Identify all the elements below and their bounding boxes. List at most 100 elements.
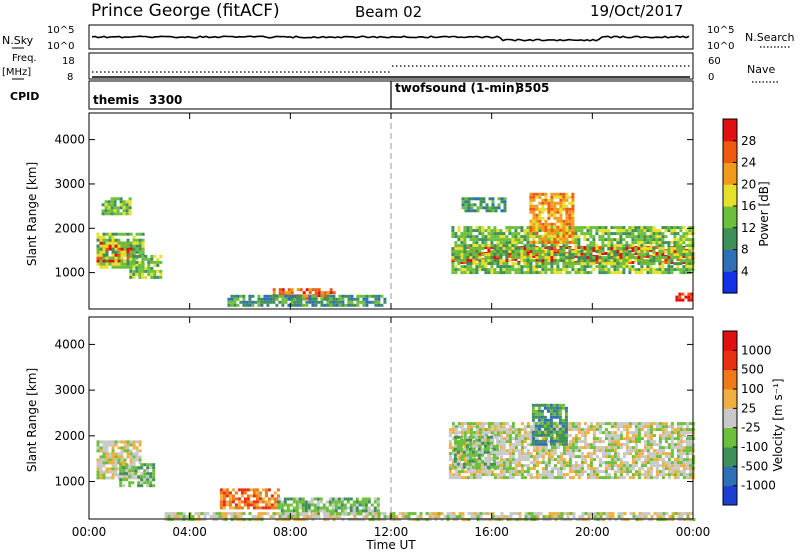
velocity-cell	[580, 428, 584, 432]
velocity-cell	[544, 473, 548, 477]
velocity-cell	[549, 409, 553, 413]
power-cell	[323, 297, 327, 301]
velocity-cell	[486, 438, 490, 442]
power-cell	[574, 255, 578, 258]
velocity-cell	[622, 467, 626, 471]
power-cell	[658, 262, 662, 266]
power-cell	[601, 252, 605, 255]
velocity-cell	[490, 434, 494, 438]
power-cell	[138, 272, 142, 276]
power-cell	[684, 295, 688, 299]
power-cell	[532, 253, 536, 257]
velocity-cell	[502, 470, 506, 474]
power-cell	[571, 216, 575, 220]
velocity-cell	[267, 497, 271, 501]
power-cell	[463, 265, 467, 269]
velocity-cell	[451, 422, 455, 426]
power-cell	[679, 241, 683, 245]
power-cell	[547, 216, 551, 220]
power-cell	[123, 253, 127, 257]
velocity-cell	[505, 452, 509, 456]
power-cell	[499, 232, 503, 236]
velocity-cell	[523, 476, 527, 480]
power-cell	[260, 300, 264, 304]
velocity-cell	[377, 515, 381, 519]
velocity-cell	[261, 488, 265, 492]
velocity-cell	[493, 476, 497, 480]
power-cell	[562, 237, 566, 241]
power-cell	[147, 266, 151, 270]
velocity-colorbar-tick-label: -1000	[741, 479, 776, 493]
power-cell	[526, 249, 530, 252]
power-cell	[129, 244, 133, 248]
velocity-cell	[611, 512, 615, 516]
velocity-cell	[676, 452, 680, 456]
velocity-cell	[649, 476, 653, 480]
velocity-cell	[637, 434, 641, 438]
power-cell	[123, 250, 127, 254]
velocity-cell	[544, 431, 548, 435]
power-cell	[99, 256, 103, 260]
velocity-cell	[577, 467, 581, 471]
velocity-cell	[549, 427, 553, 431]
velocity-cell	[502, 443, 506, 447]
velocity-cell	[646, 461, 650, 465]
date-label: 19/Oct/2017	[590, 2, 683, 20]
velocity-cell	[564, 424, 568, 428]
velocity-cell	[517, 443, 521, 447]
power-cell	[135, 266, 139, 270]
velocity-cell	[454, 473, 458, 477]
power-cell	[637, 246, 641, 249]
power-cell	[553, 256, 557, 260]
velocity-cell	[481, 428, 485, 432]
velocity-cell	[637, 452, 641, 456]
power-cell	[613, 259, 617, 263]
power-cell	[287, 297, 291, 301]
power-cell	[105, 265, 109, 269]
power-cell	[592, 238, 596, 242]
power-cell	[550, 250, 554, 254]
velocity-cell	[340, 497, 344, 501]
power-cell	[380, 303, 384, 307]
velocity-cell	[314, 512, 318, 516]
velocity-cell	[467, 518, 471, 522]
power-cell	[520, 265, 524, 269]
power-cell	[281, 288, 285, 292]
velocity-cell	[676, 464, 680, 468]
velocity-cell	[301, 503, 305, 507]
velocity-cell	[252, 500, 256, 504]
velocity-cell	[546, 403, 550, 407]
power-cell	[571, 262, 575, 266]
x-tick-label: 00:00	[676, 525, 711, 539]
velocity-cell	[120, 458, 124, 462]
velocity-cell	[96, 449, 100, 453]
velocity-cell	[437, 512, 441, 516]
velocity-cell	[595, 446, 599, 450]
power-cell	[574, 271, 578, 275]
velocity-cell	[496, 461, 500, 465]
velocity-cell	[601, 476, 605, 480]
velocity-cell	[373, 506, 377, 510]
velocity-cell	[688, 473, 692, 477]
velocity-cell	[280, 506, 284, 510]
velocity-cell	[152, 475, 156, 479]
power-cell	[604, 256, 608, 260]
velocity-cell	[478, 476, 482, 480]
power-cell	[616, 249, 620, 252]
power-cell	[233, 297, 237, 301]
velocity-cell	[459, 435, 463, 439]
velocity-cell	[547, 473, 551, 477]
power-cell	[532, 228, 536, 232]
velocity-cell	[222, 491, 226, 495]
power-cell	[619, 235, 623, 239]
power-cell	[529, 249, 533, 252]
power-cell	[553, 210, 557, 214]
velocity-cell	[473, 512, 477, 516]
power-cell	[113, 206, 117, 210]
power-cell	[472, 262, 476, 266]
velocity-cell	[449, 515, 453, 519]
power-cell	[655, 241, 659, 245]
velocity-cell	[679, 449, 683, 453]
velocity-cell	[514, 473, 518, 477]
power-cell	[625, 265, 629, 269]
